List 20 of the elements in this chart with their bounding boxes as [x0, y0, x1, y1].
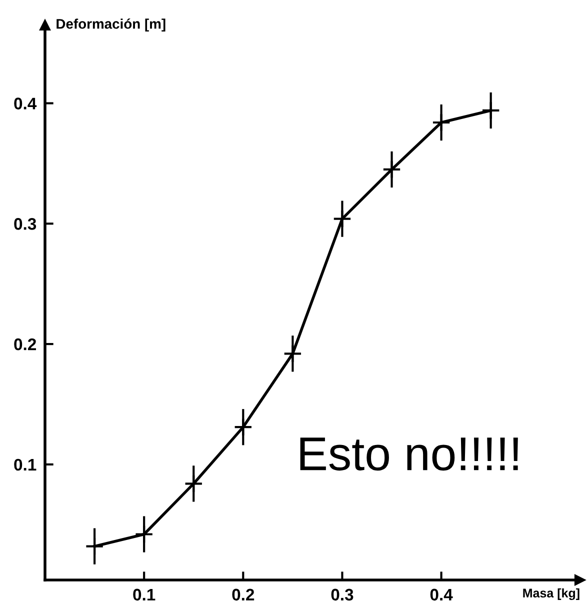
point	[234, 418, 253, 436]
point	[184, 474, 203, 494]
y-tick-label: 0.2	[14, 338, 36, 350]
point	[283, 344, 302, 364]
x-tick-label: 0.4	[430, 588, 453, 601]
x-tick-label: 0.3	[331, 588, 354, 601]
point	[432, 113, 451, 132]
point	[134, 524, 154, 544]
x-tick-label: 0.1	[133, 588, 156, 601]
y-tick-label: 0.3	[14, 218, 36, 230]
point	[85, 536, 104, 556]
point	[332, 209, 352, 228]
x-tick-label: 0.2	[232, 588, 254, 601]
point	[481, 101, 500, 120]
annotation: Esto no!!!!!	[300, 438, 518, 471]
y-tick-label: 0.1	[14, 458, 36, 471]
x-axis-title: Masa [kg]	[523, 588, 580, 600]
y-tick-label: 0.4	[14, 98, 37, 110]
point	[382, 160, 402, 179]
y-axis-title: Deformación [m]	[56, 18, 166, 32]
